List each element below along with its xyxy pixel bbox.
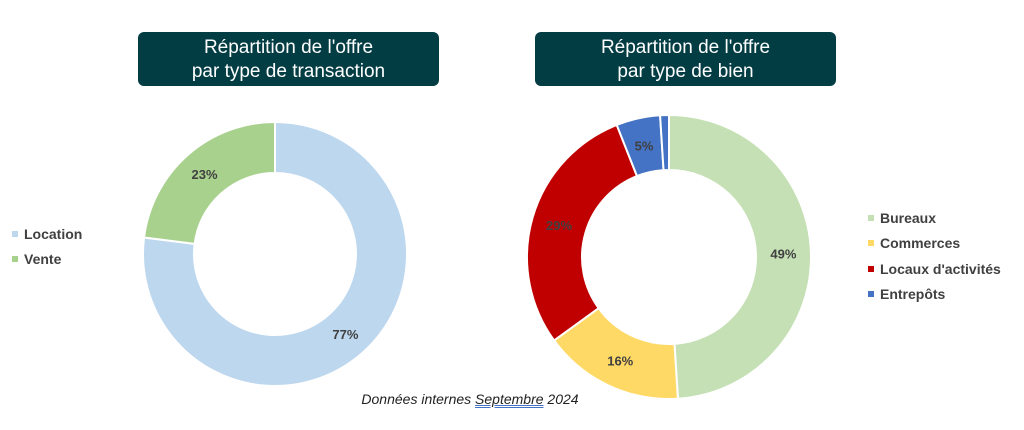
footnote-year: 2024 [543, 391, 579, 407]
title-line-1: Répartition de l'offre [203, 37, 374, 58]
slice-transaction-1 [142, 120, 276, 245]
chart-title-transaction: Répartition de l'offre par type de trans… [138, 32, 439, 86]
data-label-transaction-0: 77% [332, 327, 358, 342]
legend-swatch [868, 214, 874, 221]
legend-label: Locaux d'activités [880, 260, 1001, 277]
title-line-2: par type de transaction [191, 61, 386, 82]
legend-item-bureaux: Bureaux [868, 205, 1001, 231]
legend-property-type: Bureaux Commerces Locaux d'activités Ent… [868, 205, 1001, 307]
legend-transaction: Location Vente [12, 221, 82, 272]
legend-label: Vente [24, 251, 62, 268]
data-label-property-type-0: 49% [770, 246, 796, 261]
data-label-property-type-3: 5% [635, 138, 654, 153]
footnote: Données internes Septembre 2024 [0, 391, 940, 407]
slice-property-type-2 [526, 123, 639, 342]
title-line-1: Répartition de l'offre [600, 37, 771, 58]
legend-swatch [12, 230, 18, 237]
legend-label: Commerces [880, 235, 961, 252]
legend-label: Bureaux [880, 209, 937, 226]
footnote-prefix: Données internes [361, 391, 476, 407]
slice-transaction-0 [142, 120, 408, 387]
data-label-transaction-1: 23% [192, 167, 218, 182]
legend-item-vente: Vente [12, 247, 82, 273]
legend-label: Entrepôts [880, 286, 946, 303]
legend-item-location: Location [12, 221, 82, 247]
legend-label: Location [24, 225, 83, 242]
legend-item-locaux-activites: Locaux d'activités [868, 256, 1001, 282]
chart-title-property-type: Répartition de l'offre par type de bien [535, 32, 836, 86]
slice-property-type-4 [659, 113, 670, 172]
legend-item-entrepots: Entrepôts [868, 282, 1001, 308]
slice-property-type-0 [668, 113, 813, 400]
footnote-month: Septembre [475, 391, 544, 407]
legend-swatch [868, 265, 874, 272]
data-label-property-type-2: 29% [546, 218, 572, 233]
legend-swatch [868, 291, 874, 298]
data-label-property-type-1: 16% [607, 354, 633, 369]
legend-swatch [868, 240, 874, 247]
legend-swatch [12, 256, 18, 263]
title-line-2: par type de bien [617, 61, 754, 82]
legend-item-commerces: Commerces [868, 231, 1001, 257]
